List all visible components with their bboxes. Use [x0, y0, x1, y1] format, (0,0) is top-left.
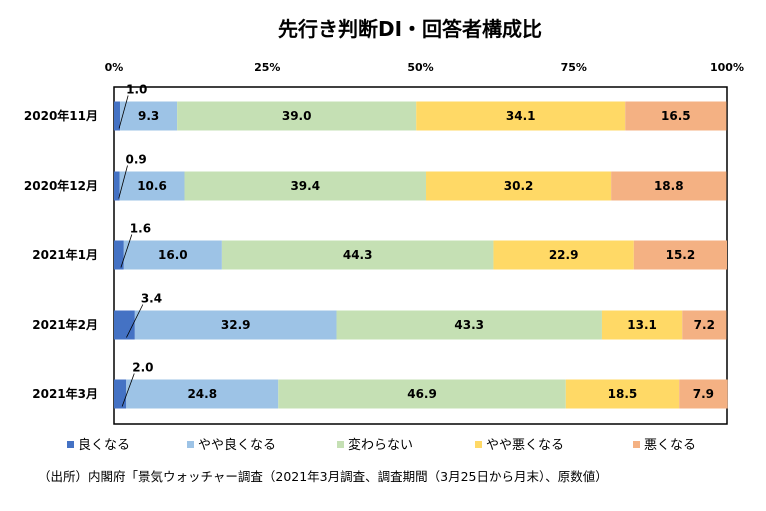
x-tick-label: 50%: [407, 61, 433, 74]
x-tick-label: 0%: [105, 61, 124, 74]
bar-segment: [611, 171, 727, 201]
data-label: 30.2: [504, 179, 534, 193]
leader-line: [118, 165, 128, 199]
legend-swatch: [187, 441, 194, 448]
leader-line: [121, 373, 135, 407]
data-label: 16.0: [158, 248, 188, 262]
bar-segment: [278, 379, 566, 409]
data-label: 32.9: [221, 318, 251, 332]
bar-segment: [114, 171, 120, 201]
x-tick-label: 100%: [710, 61, 744, 74]
category-label: 2021年3月: [32, 386, 98, 401]
x-tick-label: 75%: [561, 61, 587, 74]
bar-segment: [114, 101, 121, 131]
data-label: 16.5: [661, 109, 691, 123]
bar-segment: [177, 101, 417, 131]
bar-segment: [126, 379, 279, 409]
data-label: 1.6: [130, 222, 151, 236]
legend-swatch: [633, 441, 640, 448]
data-label: 1.0: [126, 83, 147, 97]
leader-line: [126, 304, 144, 338]
data-label: 13.1: [627, 318, 657, 332]
data-label: 22.9: [549, 248, 579, 262]
category-label: 2020年11月: [24, 108, 98, 123]
category-label: 2021年1月: [32, 247, 98, 262]
legend-label: やや良くなる: [198, 437, 276, 453]
chart-title: 先行き判断DI・回答者構成比: [278, 17, 542, 41]
bar-segment: [682, 310, 727, 340]
data-label: 7.9: [693, 387, 714, 401]
x-tick-label: 25%: [254, 61, 280, 74]
data-label: 44.3: [343, 248, 373, 262]
data-label: 7.2: [694, 318, 715, 332]
bar-segment: [221, 240, 494, 270]
legend-swatch: [337, 441, 344, 448]
data-label: 3.4: [141, 292, 162, 306]
bar-segment: [633, 240, 727, 270]
bar-segment: [114, 310, 135, 340]
category-label: 2021年2月: [32, 317, 98, 332]
bar-segment: [120, 101, 178, 131]
data-label: 24.8: [187, 387, 217, 401]
source-note: （出所）内閣府「景気ウォッチャー調査（2021年3月調査、調査期間（3月25日か…: [38, 469, 608, 484]
data-label: 9.3: [138, 109, 159, 123]
legend-label: 良くなる: [78, 437, 130, 453]
data-label: 0.9: [126, 153, 147, 167]
bar-segment: [426, 171, 612, 201]
bar-segment: [114, 379, 127, 409]
bar-segment: [565, 379, 680, 409]
bar-segment: [114, 240, 124, 270]
leader-line: [120, 234, 133, 268]
data-label: 39.4: [290, 179, 320, 193]
bar-segment: [184, 171, 427, 201]
data-label: 2.0: [132, 361, 153, 375]
legend-swatch: [67, 441, 74, 448]
data-label: 15.2: [666, 248, 696, 262]
bar-segment: [123, 240, 222, 270]
legend-label: やや悪くなる: [486, 438, 564, 453]
legend-swatch: [475, 441, 482, 448]
legend-label: 変わらない: [348, 437, 413, 453]
data-label: 34.1: [506, 109, 536, 123]
bar-segment: [679, 379, 728, 409]
leader-line: [118, 95, 129, 129]
bar-segment: [416, 101, 626, 131]
bar-segment: [601, 310, 683, 340]
data-label: 18.5: [608, 387, 638, 401]
bar-segment: [625, 101, 727, 131]
bar-segment: [493, 240, 634, 270]
data-label: 10.6: [137, 179, 167, 193]
data-label: 39.0: [282, 109, 312, 123]
bar-segment: [134, 310, 337, 340]
legend-label: 悪くなる: [644, 438, 696, 453]
bar-segment: [119, 171, 185, 201]
data-label: 43.3: [454, 318, 484, 332]
category-label: 2020年12月: [24, 178, 98, 193]
bar-segment: [336, 310, 602, 340]
data-label: 46.9: [407, 387, 437, 401]
data-label: 18.8: [654, 179, 684, 193]
